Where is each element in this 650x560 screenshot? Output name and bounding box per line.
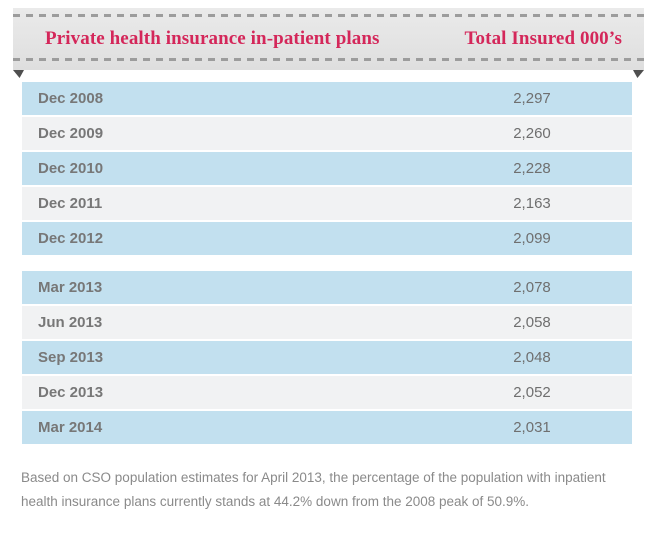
dashed-border-bottom: [13, 58, 644, 61]
ribbon-fold-left: [13, 70, 24, 78]
row-period: Dec 2008: [38, 90, 104, 107]
row-period: Dec 2009: [38, 125, 104, 142]
column-header-total-insured: Total Insured 000’s: [464, 28, 622, 49]
row-total-insured: 2,228: [513, 160, 551, 177]
row-total-insured: 2,052: [513, 384, 551, 401]
table-row: Dec 2011 2,163: [22, 187, 632, 220]
table-row: Dec 2013 2,052: [22, 376, 632, 409]
column-headers: Private health insurance in-patient plan…: [13, 8, 644, 70]
row-period: Mar 2014: [38, 419, 103, 436]
row-period: Dec 2010: [38, 160, 104, 177]
row-total-insured: 2,078: [513, 279, 551, 296]
row-period: Mar 2013: [38, 279, 103, 296]
table-row: Dec 2010 2,228: [22, 152, 632, 185]
row-total-insured: 2,297: [513, 90, 551, 107]
ribbon-fold-right: [633, 70, 644, 78]
row-period: Sep 2013: [38, 349, 104, 366]
row-total-insured: 2,099: [513, 230, 551, 247]
row-total-insured: 2,260: [513, 125, 551, 142]
row-period: Jun 2013: [38, 314, 103, 331]
table-row: Mar 2014 2,031: [22, 411, 632, 444]
table-row: Mar 2013 2,078: [22, 271, 632, 304]
dashed-border-top: [13, 14, 644, 17]
row-period: Dec 2012: [38, 230, 104, 247]
table-row: Jun 2013 2,058: [22, 306, 632, 339]
row-period: Dec 2013: [38, 384, 104, 401]
table-row: Dec 2009 2,260: [22, 117, 632, 150]
row-total-insured: 2,048: [513, 349, 551, 366]
table-row: Sep 2013 2,048: [22, 341, 632, 374]
footnote: Based on CSO population estimates for Ap…: [21, 470, 606, 509]
row-total-insured: 2,031: [513, 419, 551, 436]
table-row: Dec 2008 2,297: [22, 82, 632, 115]
table-header-ribbon: Private health insurance in-patient plan…: [13, 8, 644, 70]
row-total-insured: 2,058: [513, 314, 551, 331]
row-period: Dec 2011: [38, 195, 103, 212]
insurance-table: Dec 2008 2,297 Dec 2009 2,260 Dec 2010 2,228 D…: [22, 82, 632, 446]
column-header-plans: Private health insurance in-patient plan…: [45, 28, 380, 49]
row-total-insured: 2,163: [513, 195, 551, 212]
table-row: Dec 2012 2,099: [22, 222, 632, 255]
